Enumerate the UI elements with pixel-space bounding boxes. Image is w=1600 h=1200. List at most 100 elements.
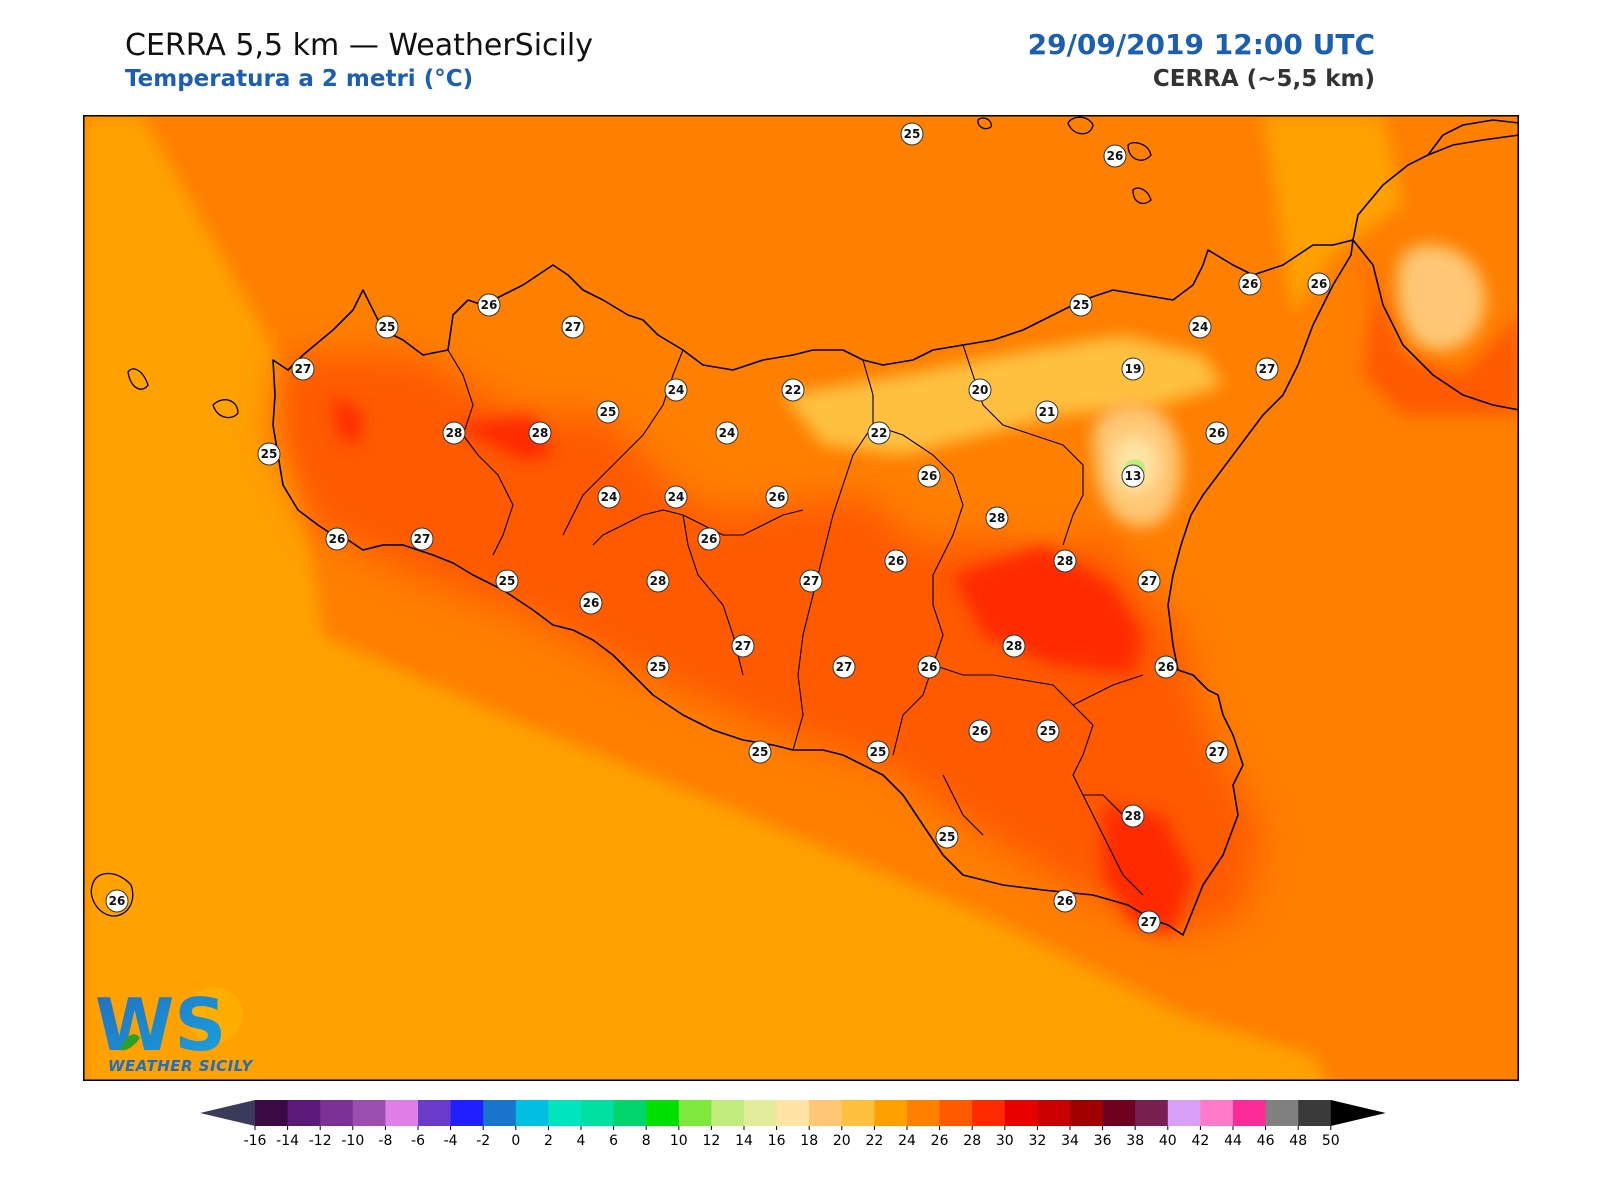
colorbar-cell [385, 1100, 419, 1126]
colorbar: -16 -14 -12 -10 -8 -6 -4 -2 0 2 4 6 8 10 12 14 16 18 20 22 2… [200, 1100, 1386, 1149]
colorbar-tick-label: 2 [544, 1133, 553, 1149]
station-label: 28 [985, 506, 1009, 530]
colorbar-tick-label: -2 [476, 1133, 490, 1149]
station-label: 26 [477, 293, 501, 317]
valid-datetime: 29/09/2019 12:00 UTC [1027, 28, 1375, 61]
station-value: 26 [1158, 660, 1175, 674]
station-marker [664, 485, 688, 509]
station-label: 28 [1002, 634, 1026, 658]
station-label: 26 [1238, 272, 1262, 296]
station-marker [900, 122, 924, 146]
colorbar-cell [1298, 1100, 1332, 1126]
station-value: 26 [1242, 277, 1259, 291]
colorbar-cell [613, 1100, 647, 1126]
colorbar-tick-label: -16 [244, 1133, 267, 1149]
station-marker [325, 527, 349, 551]
station-label: 26 [697, 527, 721, 551]
station-value: 26 [888, 554, 905, 568]
station-marker [1035, 400, 1059, 424]
station-label: 27 [799, 569, 823, 593]
station-label: 26 [968, 719, 992, 743]
station-marker [410, 527, 434, 551]
station-marker [291, 357, 315, 381]
station-marker [495, 569, 519, 593]
station-value: 22 [871, 426, 888, 440]
colorbar-cells [200, 1100, 1386, 1126]
station-label: 25 [257, 442, 281, 466]
colorbar-cell [1233, 1100, 1267, 1126]
colorbar-tick-label: 34 [1061, 1133, 1079, 1149]
colorbar-tick-label: 40 [1159, 1133, 1177, 1149]
station-marker [257, 442, 281, 466]
cool-ridge-nebrodi [783, 335, 1223, 455]
calabria-warm-edge [1353, 245, 1519, 415]
station-label: 26 [1053, 889, 1077, 913]
sicily-coastline [272, 239, 1354, 936]
station-label: 25 [1036, 719, 1060, 743]
station-label: 24 [1188, 315, 1212, 339]
colorbar-cell [483, 1100, 517, 1126]
station-value: 25 [600, 405, 617, 419]
station-value: 27 [836, 660, 853, 674]
station-label: 26 [884, 549, 908, 573]
station-value: 26 [1209, 426, 1226, 440]
station-label: 24 [664, 485, 688, 509]
station-label: 26 [1205, 421, 1229, 445]
colorbar-tick-label: 14 [735, 1133, 753, 1149]
station-marker [528, 421, 552, 445]
station-marker [867, 421, 891, 445]
station-value: 25 [261, 447, 278, 461]
station-value: 25 [650, 660, 667, 674]
colorbar-cell [1167, 1100, 1201, 1126]
map-frame [83, 115, 1519, 1081]
colorbar-cell [255, 1100, 289, 1126]
station-marker [1053, 549, 1077, 573]
station-value: 28 [1057, 554, 1074, 568]
station-label: 22 [867, 421, 891, 445]
colorbar-tick-label: -4 [444, 1133, 458, 1149]
station-value: 22 [785, 383, 802, 397]
station-marker [105, 889, 129, 913]
station-marker [765, 485, 789, 509]
station-marker [935, 825, 959, 849]
station-label: 27 [1205, 740, 1229, 764]
station-labels: 25 26 26 27 25 27 25 28 28 25 24 22 24 20 19 24 25 26 26 27… [105, 122, 1331, 934]
station-marker [1205, 421, 1229, 445]
variable-subtitle: Temperatura a 2 metri (°C) [125, 66, 474, 92]
station-marker [697, 527, 721, 551]
hot-zone-trapani [333, 395, 553, 460]
colorbar-tick-label: 42 [1191, 1133, 1209, 1149]
temperature-map: 25 26 26 27 25 27 25 28 28 25 24 22 24 20 19 24 25 26 26 27… [83, 115, 1519, 1081]
colorbar-cell [841, 1100, 875, 1126]
station-value: 26 [701, 532, 718, 546]
station-value: 25 [939, 830, 956, 844]
station-value: 20 [972, 383, 989, 397]
station-value: 24 [1192, 320, 1209, 334]
station-label: 26 [1154, 655, 1178, 679]
station-value: 26 [109, 894, 126, 908]
station-marker [1069, 293, 1093, 317]
station-value: 26 [921, 660, 938, 674]
station-label: 27 [832, 655, 856, 679]
station-marker [781, 378, 805, 402]
colorbar-tick-label: 44 [1224, 1133, 1242, 1149]
station-value: 26 [921, 469, 938, 483]
colorbar-cell [1200, 1100, 1234, 1126]
station-marker [1137, 910, 1161, 934]
colorbar-tick-label: 16 [768, 1133, 786, 1149]
station-label: 25 [646, 655, 670, 679]
station-marker [1255, 357, 1279, 381]
station-marker [1205, 740, 1229, 764]
colorbar-tick-label: 50 [1322, 1133, 1340, 1149]
colorbar-tick-label: 12 [702, 1133, 720, 1149]
colorbar-cell [646, 1100, 680, 1126]
station-marker [646, 569, 670, 593]
station-value: 27 [414, 532, 431, 546]
aeolian-islands [977, 116, 1152, 204]
station-marker [1053, 889, 1077, 913]
station-marker [664, 378, 688, 402]
station-marker [442, 421, 466, 445]
colorbar-cell [907, 1100, 941, 1126]
colorbar-tick-label: -8 [378, 1133, 392, 1149]
station-value: 25 [1040, 724, 1057, 738]
